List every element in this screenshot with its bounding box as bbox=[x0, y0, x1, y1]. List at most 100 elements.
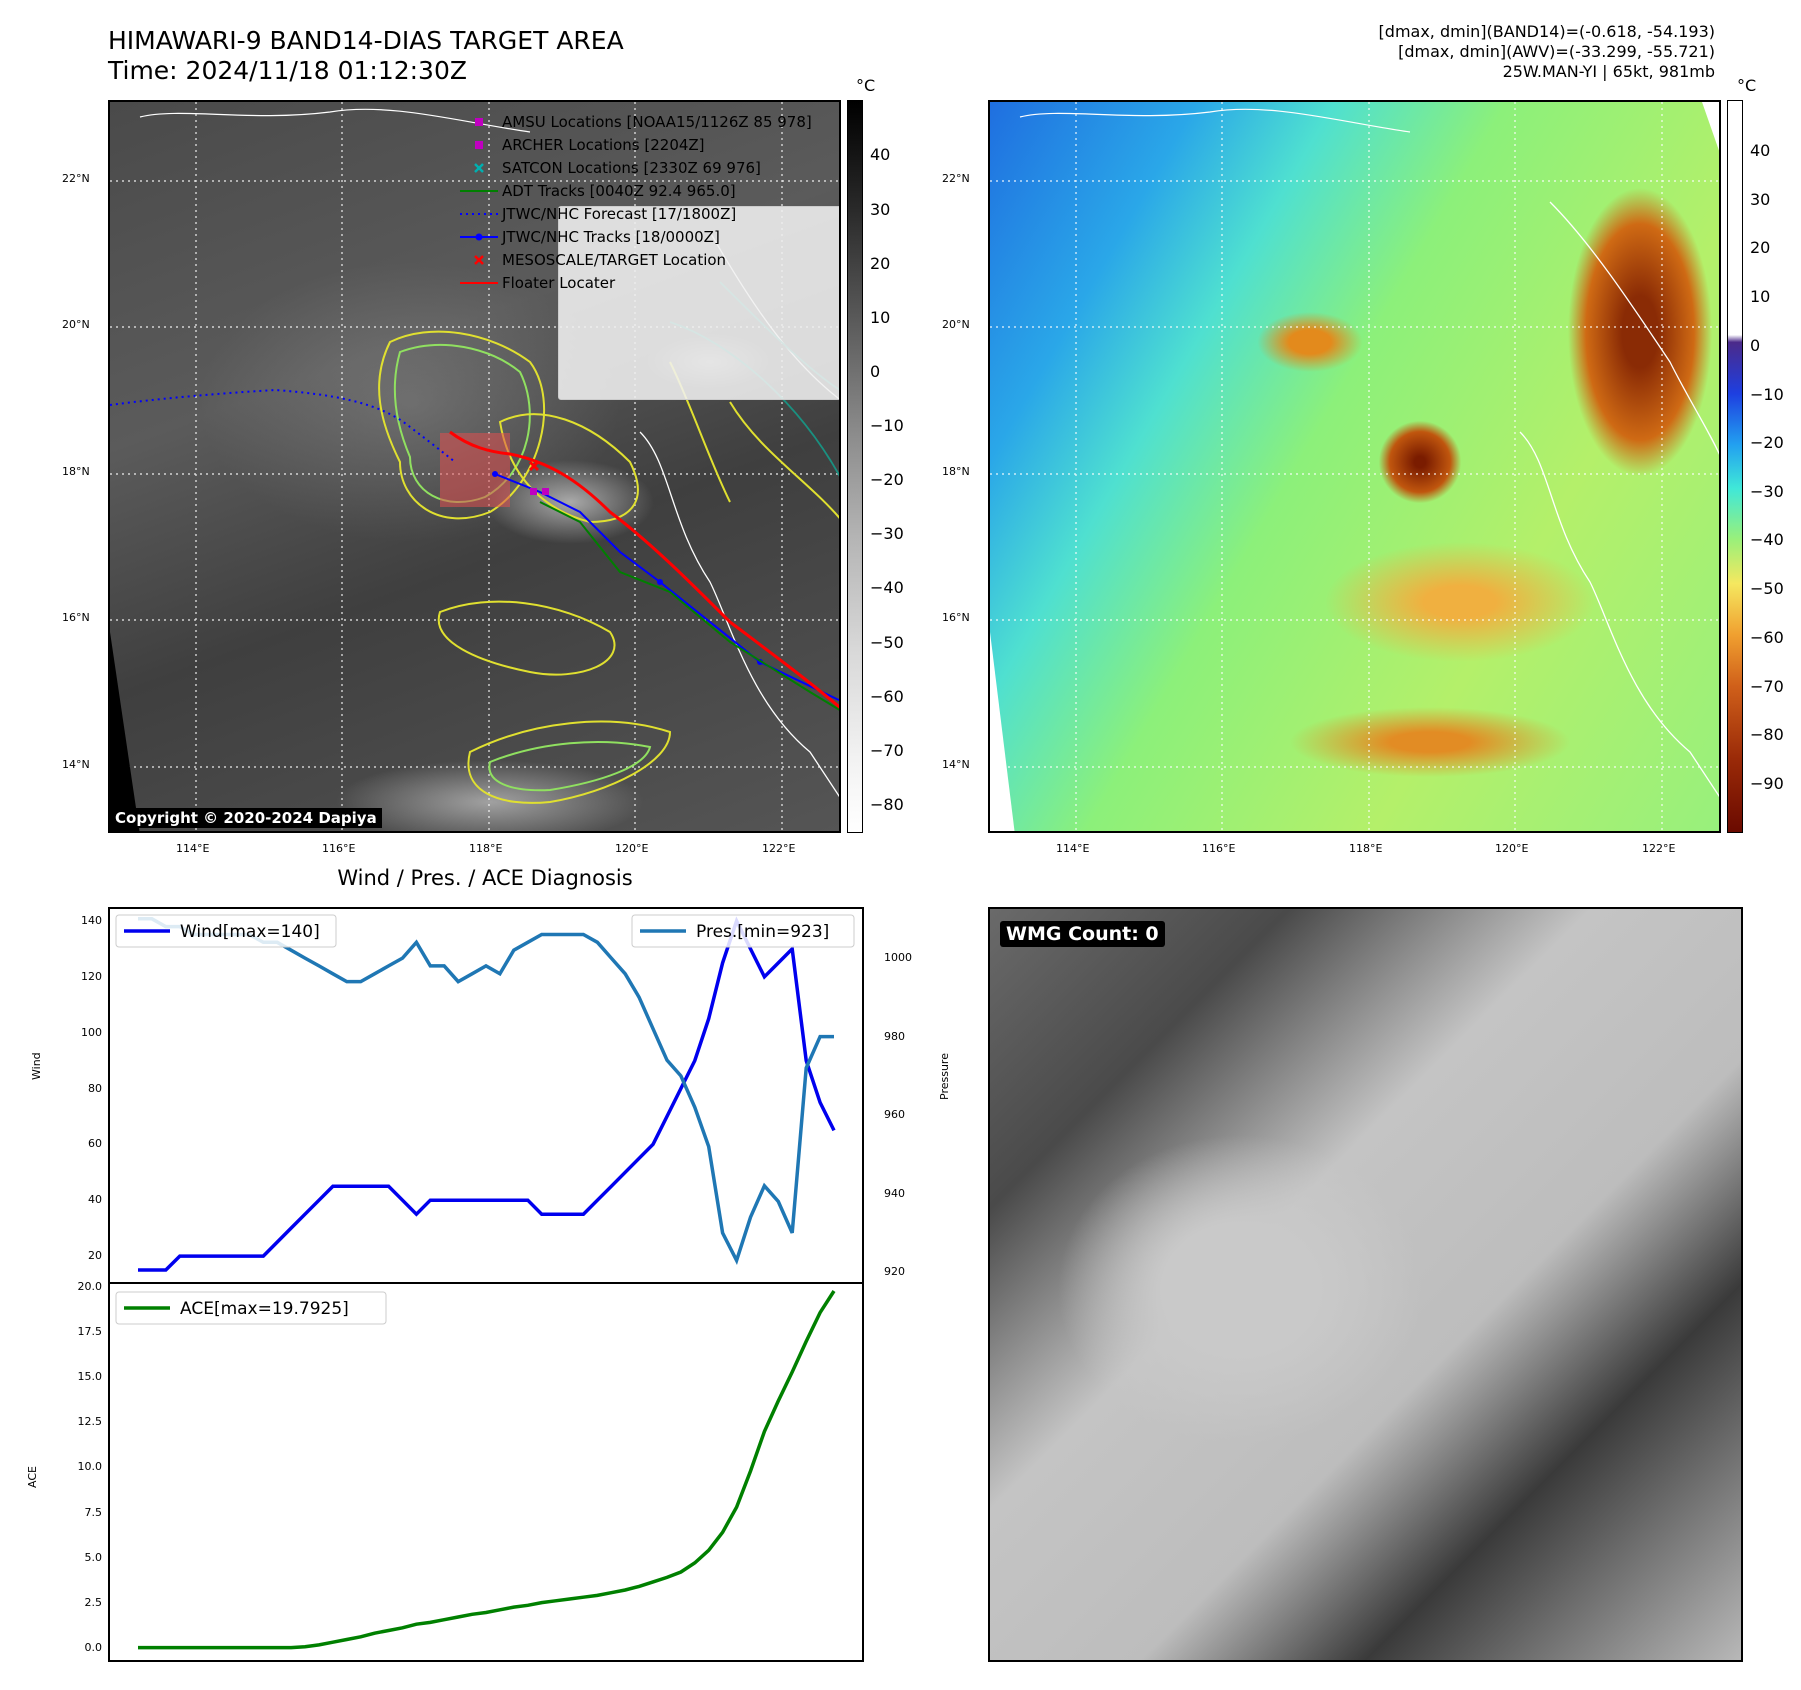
ace-tick-label: 12.5 bbox=[77, 1415, 103, 1429]
lon-tick-right: 118°E bbox=[1349, 842, 1383, 855]
colorbar-tick-left: 30 bbox=[870, 200, 891, 219]
wind-tick-label: 60 bbox=[88, 1137, 102, 1151]
colorbar-tick-left: −80 bbox=[870, 795, 904, 814]
colorbar-tick-left: −30 bbox=[870, 524, 904, 543]
legend-item: MESOSCALE/TARGET Location bbox=[456, 249, 726, 271]
map-band14-panel bbox=[108, 100, 841, 833]
pressure-tick-label: 940 bbox=[884, 1186, 905, 1200]
wind-tick-label: 120 bbox=[81, 969, 102, 983]
ace-tick-label: 0.0 bbox=[84, 1640, 103, 1654]
map-awv-overlay bbox=[990, 102, 1719, 831]
title-line-2: Time: 2024/11/18 01:12:30Z bbox=[108, 56, 467, 85]
legend-item: ARCHER Locations [2204Z] bbox=[456, 134, 705, 156]
ace-legend-label: ACE[max=19.7925] bbox=[180, 1299, 349, 1319]
colorbar-tick-right: 40 bbox=[1750, 141, 1771, 160]
pressure-tick-label: 980 bbox=[884, 1029, 905, 1043]
legend-label: MESOSCALE/TARGET Location bbox=[502, 251, 727, 269]
stats-awv: [dmax, dmin](AWV)=(-33.299, -55.721) bbox=[1398, 42, 1715, 61]
band14-colorbar bbox=[847, 100, 863, 833]
colorbar-tick-left: −10 bbox=[870, 416, 904, 435]
legend-item: JTWC/NHC Tracks [18/0000Z] bbox=[456, 226, 720, 248]
ace-tick-label: 10.0 bbox=[77, 1460, 103, 1474]
lon-tick-right: 114°E bbox=[1056, 842, 1090, 855]
legend-symbol-icon bbox=[474, 163, 484, 173]
wind-axis-label: Wind bbox=[30, 1052, 43, 1080]
legend-label: JTWC/NHC Forecast [17/1800Z] bbox=[502, 205, 737, 223]
legend-symbol-icon bbox=[460, 190, 498, 192]
legend-symbol-icon bbox=[460, 282, 498, 284]
legend-label: JTWC/NHC Tracks [18/0000Z] bbox=[502, 228, 720, 246]
colorbar-tick-left: 0 bbox=[870, 362, 881, 381]
pressure-legend-label: Pres.[min=923] bbox=[696, 922, 829, 942]
lon-tick-right: 116°E bbox=[1202, 842, 1236, 855]
lon-tick-left: 118°E bbox=[469, 842, 503, 855]
pressure-tick-label: 1000 bbox=[884, 951, 912, 965]
lat-tick-left: 18°N bbox=[62, 465, 90, 478]
colorbar-tick-left: 10 bbox=[870, 308, 891, 327]
legend-label: Floater Locater bbox=[502, 274, 616, 292]
pressure-series-line bbox=[138, 917, 834, 1265]
stats-block: [dmax, dmin](BAND14)=(-0.618, -54.193) [… bbox=[1379, 22, 1715, 82]
colorbar-tick-right: 10 bbox=[1750, 287, 1771, 306]
map-awv-panel bbox=[988, 100, 1721, 833]
colorbar-tick-right: −10 bbox=[1750, 385, 1784, 404]
ace-plot-frame bbox=[108, 1282, 864, 1662]
ace-legend: ACE[max=19.7925] bbox=[115, 1291, 387, 1325]
pressure-tick-label: 960 bbox=[884, 1108, 905, 1122]
legend-label: ADT Tracks [0040Z 92.4 965.0] bbox=[502, 182, 736, 200]
colorbar-tick-right: −20 bbox=[1750, 433, 1784, 452]
wind-series-line bbox=[138, 916, 836, 1272]
pressure-axis-label: Pressure bbox=[938, 1053, 951, 1100]
ace-tick-label: 15.0 bbox=[77, 1370, 103, 1384]
colorbar-tick-left: −50 bbox=[870, 633, 904, 652]
colorbar-unit-left: °C bbox=[856, 76, 876, 95]
lat-tick-left: 14°N bbox=[62, 758, 90, 771]
title-line-1: HIMAWARI-9 BAND14-DIAS TARGET AREA bbox=[108, 26, 624, 55]
pressure-legend-box bbox=[631, 914, 855, 948]
wind-tick-label: 20 bbox=[88, 1249, 102, 1263]
legend-item: JTWC/NHC Forecast [17/1800Z] bbox=[456, 203, 736, 225]
legend-item: ADT Tracks [0040Z 92.4 965.0] bbox=[456, 180, 736, 202]
ace-axis-label: ACE bbox=[26, 1466, 39, 1488]
legend-symbol-icon bbox=[460, 213, 498, 215]
legend-symbol-icon bbox=[475, 118, 483, 126]
wmg-count-label: WMG Count: 0 bbox=[1000, 921, 1165, 947]
lon-tick-left: 114°E bbox=[176, 842, 210, 855]
wind-tick-label: 140 bbox=[81, 913, 102, 927]
legend-label: SATCON Locations [2330Z 69 976] bbox=[502, 159, 761, 177]
legend-symbol-icon bbox=[475, 141, 483, 149]
storm-info: 25W.MAN-YI | 65kt, 981mb bbox=[1502, 62, 1715, 81]
map-legend bbox=[558, 206, 839, 400]
lon-tick-left: 116°E bbox=[322, 842, 356, 855]
pressure-tick-label: 920 bbox=[884, 1265, 905, 1279]
pressure-legend: Pres.[min=923] bbox=[631, 914, 855, 948]
colorbar-tick-left: −40 bbox=[870, 578, 904, 597]
ace-tick-label: 5.0 bbox=[84, 1550, 103, 1564]
colorbar-tick-right: −90 bbox=[1750, 774, 1784, 793]
wind-pressure-chart: Wind[max=140] Pres.[min=923] bbox=[115, 914, 855, 1272]
lon-tick-right: 120°E bbox=[1495, 842, 1529, 855]
ace-tick-label: 17.5 bbox=[77, 1325, 103, 1339]
colorbar-tick-right: −40 bbox=[1750, 530, 1784, 549]
wmg-panel bbox=[988, 907, 1743, 1662]
colorbar-tick-right: 30 bbox=[1750, 190, 1771, 209]
figure-title: HIMAWARI-9 BAND14-DIAS TARGET AREA Time: … bbox=[108, 26, 624, 86]
awv-colorbar bbox=[1727, 100, 1743, 833]
ace-legend-box bbox=[115, 1291, 387, 1325]
legend-label: ARCHER Locations [2204Z] bbox=[502, 136, 705, 154]
colorbar-unit-right: °C bbox=[1737, 76, 1757, 95]
wind-legend: Wind[max=140] bbox=[115, 914, 337, 948]
legend-label: AMSU Locations [NOAA15/1126Z 85 978] bbox=[502, 113, 812, 131]
legend-item: SATCON Locations [2330Z 69 976] bbox=[456, 157, 761, 179]
legend-symbol-icon bbox=[460, 233, 498, 241]
colorbar-tick-right: 20 bbox=[1750, 238, 1771, 257]
ace-series-line bbox=[138, 1290, 836, 1650]
copyright-label: Copyright © 2020-2024 Dapiya bbox=[110, 808, 382, 828]
ace-tick-label: 7.5 bbox=[84, 1505, 103, 1519]
lat-tick-right: 18°N bbox=[942, 465, 970, 478]
lat-tick-left: 16°N bbox=[62, 611, 90, 624]
colorbar-tick-right: −30 bbox=[1750, 482, 1784, 501]
stats-band14: [dmax, dmin](BAND14)=(-0.618, -54.193) bbox=[1378, 22, 1715, 41]
lat-tick-left: 22°N bbox=[62, 172, 90, 185]
lat-tick-right: 20°N bbox=[942, 318, 970, 331]
